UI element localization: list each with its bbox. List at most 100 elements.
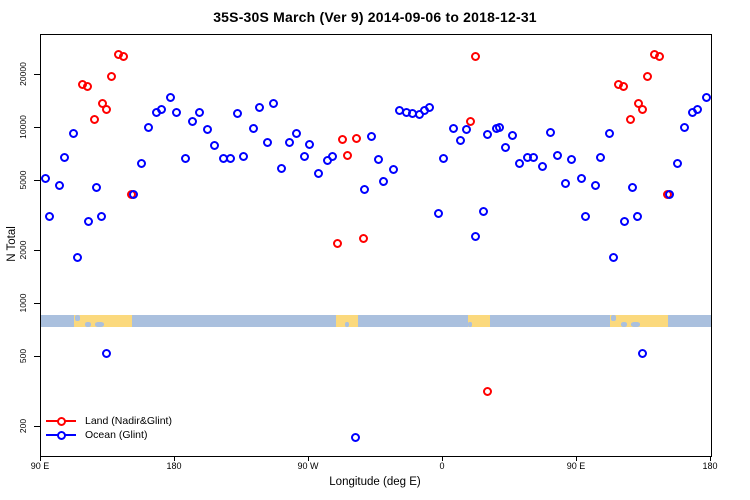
- map-band-lake: [344, 321, 350, 327]
- ocean-point: [462, 125, 472, 135]
- x-tick: [710, 456, 711, 461]
- ocean-point: [367, 132, 377, 142]
- ocean-point: [693, 105, 703, 115]
- map-band-lake: [610, 315, 616, 321]
- ocean-point: [277, 164, 287, 174]
- ocean-point: [620, 216, 630, 226]
- ocean-point: [665, 190, 675, 200]
- land-point: [471, 52, 481, 62]
- ocean-point: [60, 153, 70, 163]
- land-point: [107, 72, 117, 82]
- ocean-point: [638, 349, 648, 359]
- ocean-point: [157, 105, 167, 115]
- y-axis-label: N Total: [6, 226, 18, 262]
- land-point: [643, 72, 653, 82]
- ocean-point: [434, 209, 444, 219]
- ocean-point: [300, 151, 310, 161]
- ocean-point: [360, 185, 370, 195]
- ocean-point: [680, 122, 690, 132]
- ocean-point: [45, 211, 55, 221]
- ocean-point: [515, 159, 525, 169]
- ocean-point: [73, 253, 83, 263]
- ocean-point: [449, 124, 459, 134]
- map-band-land-patch: [335, 315, 358, 327]
- y-tick-label: 200: [18, 418, 28, 434]
- ocean-point: [494, 122, 504, 132]
- x-tick: [174, 456, 175, 461]
- y-tick-label: 5000: [18, 170, 28, 190]
- ocean-point: [233, 109, 243, 119]
- ocean-point: [590, 181, 600, 191]
- legend: Land (Nadir&Glint) Ocean (Glint): [46, 414, 172, 442]
- ocean-point: [102, 349, 112, 359]
- map-band-land-patch: [468, 315, 491, 327]
- ocean-point: [609, 253, 619, 263]
- map-band-lake: [95, 321, 104, 327]
- ocean-point: [84, 216, 94, 226]
- y-tick: [34, 249, 40, 251]
- ocean-point: [328, 152, 338, 162]
- ocean-point: [483, 130, 493, 140]
- land-point: [626, 115, 636, 125]
- x-tick-label: 180: [166, 461, 182, 471]
- legend-label-land: Land (Nadir&Glint): [85, 415, 172, 427]
- land-point: [655, 52, 665, 62]
- y-tick: [34, 179, 40, 181]
- ocean-point: [560, 179, 570, 189]
- x-tick-label: 0: [439, 461, 445, 471]
- x-tick: [308, 456, 309, 461]
- y-tick: [34, 426, 40, 428]
- ocean-point: [596, 153, 606, 163]
- x-tick-label: 180: [702, 461, 718, 471]
- ocean-point: [374, 155, 384, 165]
- legend-open-circle-icon: [56, 416, 66, 426]
- ocean-point: [389, 165, 399, 175]
- ocean-point: [69, 129, 79, 139]
- ocean-point: [255, 103, 265, 113]
- map-band-lake: [468, 321, 473, 327]
- ocean-point: [292, 129, 302, 139]
- ocean-point: [379, 177, 389, 187]
- ocean-point: [351, 433, 361, 443]
- ocean-point: [210, 141, 220, 151]
- ocean-legend-symbol-icon: [46, 430, 76, 440]
- y-tick: [34, 73, 40, 75]
- ocean-point: [285, 138, 295, 148]
- ocean-point: [263, 138, 273, 148]
- map-band-ocean: [41, 314, 711, 327]
- legend-open-circle-icon: [56, 430, 66, 440]
- ocean-point: [203, 125, 213, 135]
- ocean-point: [673, 159, 683, 169]
- ocean-point: [305, 140, 315, 150]
- y-tick-label: 1000: [18, 293, 28, 313]
- y-tick: [34, 302, 40, 304]
- ocean-point: [508, 131, 518, 141]
- ocean-point: [581, 211, 591, 221]
- ocean-point: [269, 99, 279, 109]
- land-point: [359, 233, 369, 243]
- ocean-point: [528, 152, 538, 162]
- ocean-point: [314, 169, 324, 179]
- ocean-point: [576, 174, 586, 184]
- land-point: [466, 116, 476, 126]
- ocean-point: [226, 154, 236, 164]
- land-point: [102, 104, 112, 114]
- land-legend-symbol-icon: [46, 416, 76, 426]
- ocean-point: [172, 108, 182, 118]
- ocean-point: [97, 212, 107, 222]
- y-tick-label: 20000: [18, 62, 28, 86]
- x-tick-label: 90 E: [566, 461, 586, 471]
- ocean-point: [545, 127, 555, 137]
- ocean-point: [181, 154, 191, 164]
- chart-title: 35S-30S March (Ver 9) 2014-09-06 to 2018…: [213, 9, 537, 25]
- y-tick-label: 10000: [18, 115, 28, 139]
- map-band-lake: [631, 321, 640, 327]
- ocean-point: [137, 159, 147, 169]
- legend-label-ocean: Ocean (Glint): [85, 429, 148, 441]
- ocean-point: [54, 181, 64, 191]
- land-point: [333, 238, 343, 248]
- map-band-lake: [620, 321, 627, 327]
- ocean-point: [166, 93, 176, 103]
- land-point: [90, 115, 100, 125]
- ocean-point: [144, 122, 154, 132]
